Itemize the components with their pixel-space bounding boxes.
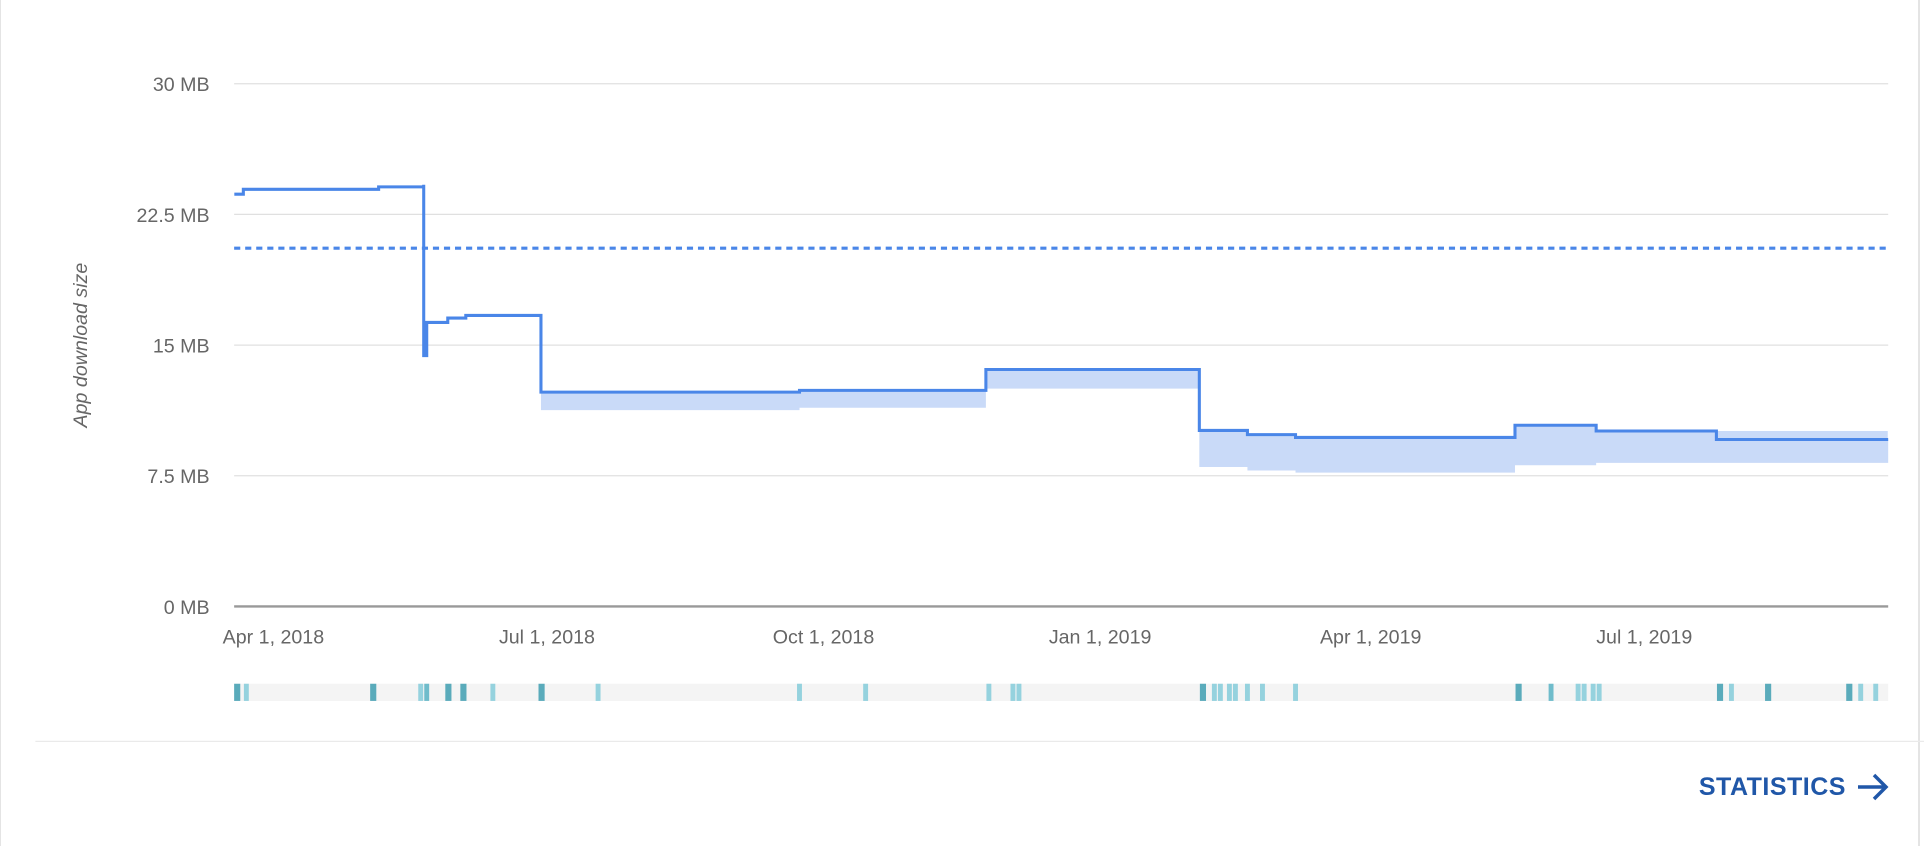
release-event-mark: [1293, 683, 1298, 701]
release-event-mark: [1728, 683, 1734, 701]
release-event-mark: [418, 683, 424, 701]
x-tick-label: Apr 1, 2019: [1320, 626, 1421, 648]
release-event-mark: [986, 683, 992, 701]
release-event-mark: [424, 683, 430, 701]
release-event-mark: [1260, 683, 1265, 701]
release-event-mark: [1581, 683, 1587, 701]
release-event-mark: [1217, 683, 1223, 701]
y-tick-label: 30 MB: [153, 74, 210, 96]
release-event-mark: [1873, 683, 1879, 701]
x-tick-label: Jul 1, 2019: [1596, 626, 1692, 648]
release-event-mark: [538, 683, 545, 701]
x-tick-label: Jan 1, 2019: [1049, 626, 1152, 648]
y-tick-label: 22.5 MB: [137, 205, 210, 227]
release-event-mark: [1858, 683, 1864, 701]
y-tick-label: 0 MB: [164, 597, 210, 619]
release-event-mark: [1716, 683, 1724, 701]
release-event-mark: [1846, 683, 1853, 701]
x-tick-label: Apr 1, 2018: [223, 626, 325, 648]
download-size-line: [234, 184, 1889, 442]
y-axis-label: App download size: [70, 263, 92, 429]
release-event-mark: [490, 683, 496, 701]
release-event-mark: [1515, 683, 1522, 701]
release-event-mark: [1226, 683, 1232, 701]
release-event-mark: [243, 683, 249, 701]
event-strip-background: [234, 683, 1889, 701]
release-event-mark: [1244, 683, 1250, 701]
release-event-mark: [1010, 683, 1016, 701]
release-event-mark: [1548, 683, 1554, 701]
release-event-mark: [445, 683, 452, 701]
range-band: [540, 369, 1889, 473]
release-event-mark: [234, 683, 241, 701]
release-event-mark: [1199, 683, 1207, 701]
x-tick-label: Jul 1, 2018: [499, 626, 595, 648]
release-event-mark: [1016, 683, 1022, 701]
release-event-mark: [1590, 683, 1596, 701]
release-event-mark: [1765, 683, 1772, 701]
statistics-label: STATISTICS: [1698, 772, 1846, 801]
release-event-mark: [1232, 683, 1238, 701]
statistics-button[interactable]: STATISTICS: [1699, 772, 1890, 802]
release-event-mark: [1596, 683, 1602, 701]
release-event-mark: [370, 683, 377, 701]
release-event-mark: [1211, 683, 1217, 701]
release-event-mark: [1575, 683, 1581, 701]
release-event-mark: [863, 683, 869, 701]
x-tick-label: Oct 1, 2018: [773, 626, 875, 648]
y-tick-label: 15 MB: [153, 335, 210, 357]
release-event-mark: [460, 683, 467, 701]
release-event-mark: [595, 683, 601, 701]
y-tick-label: 7.5 MB: [147, 466, 209, 488]
arrow-right-icon: [1858, 773, 1889, 801]
release-event-mark: [797, 683, 802, 701]
